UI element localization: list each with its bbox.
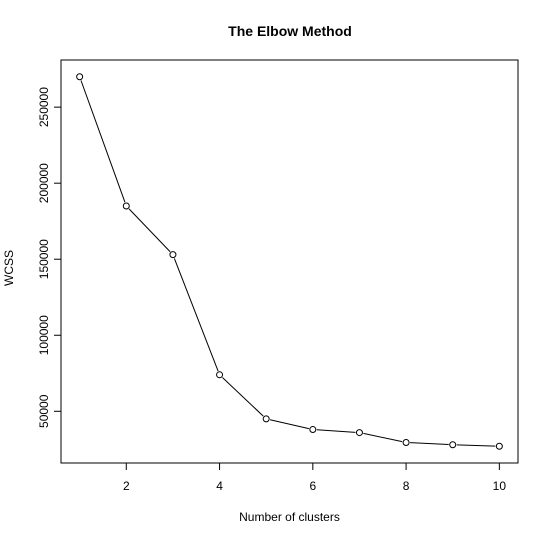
y-tick-label: 50000	[37, 394, 51, 428]
series-layer	[76, 73, 503, 450]
x-tick-label: 10	[493, 479, 507, 493]
x-tick-label: 8	[403, 479, 410, 493]
series-line-segment	[80, 80, 126, 203]
series-line-segment	[222, 377, 264, 417]
data-point	[169, 251, 177, 259]
series-line-segment	[456, 444, 496, 447]
y-tick-label: 100000	[37, 315, 51, 355]
data-point	[355, 429, 363, 437]
x-axis: 2 4 6 8 10	[123, 463, 506, 493]
plot-frame	[60, 59, 519, 464]
data-point	[449, 441, 457, 449]
data-point	[262, 415, 270, 423]
x-tick-label: 2	[123, 479, 130, 493]
y-tick-label: 200000	[37, 163, 51, 203]
series-line-segment	[363, 432, 403, 443]
y-tick-label: 150000	[37, 239, 51, 279]
y-axis-label: WCSS	[2, 250, 16, 286]
data-point	[402, 438, 410, 446]
data-point	[76, 73, 84, 81]
series-line-segment	[269, 419, 310, 430]
data-point	[216, 371, 224, 379]
y-tick-label: 250000	[37, 87, 51, 127]
x-tick-label: 6	[309, 479, 316, 493]
x-axis-label: Number of clusters	[239, 510, 340, 524]
data-point	[122, 202, 130, 210]
y-axis: 50000 100000 150000 200000 250000	[37, 87, 61, 428]
series-line-segment	[316, 429, 356, 433]
data-point	[495, 442, 503, 450]
data-point	[309, 426, 317, 434]
x-tick-label: 4	[216, 479, 223, 493]
series-line-segment	[128, 208, 171, 253]
series-line-segment	[410, 442, 449, 446]
series-line-segment	[173, 258, 219, 372]
chart-title: The Elbow Method	[228, 23, 352, 39]
